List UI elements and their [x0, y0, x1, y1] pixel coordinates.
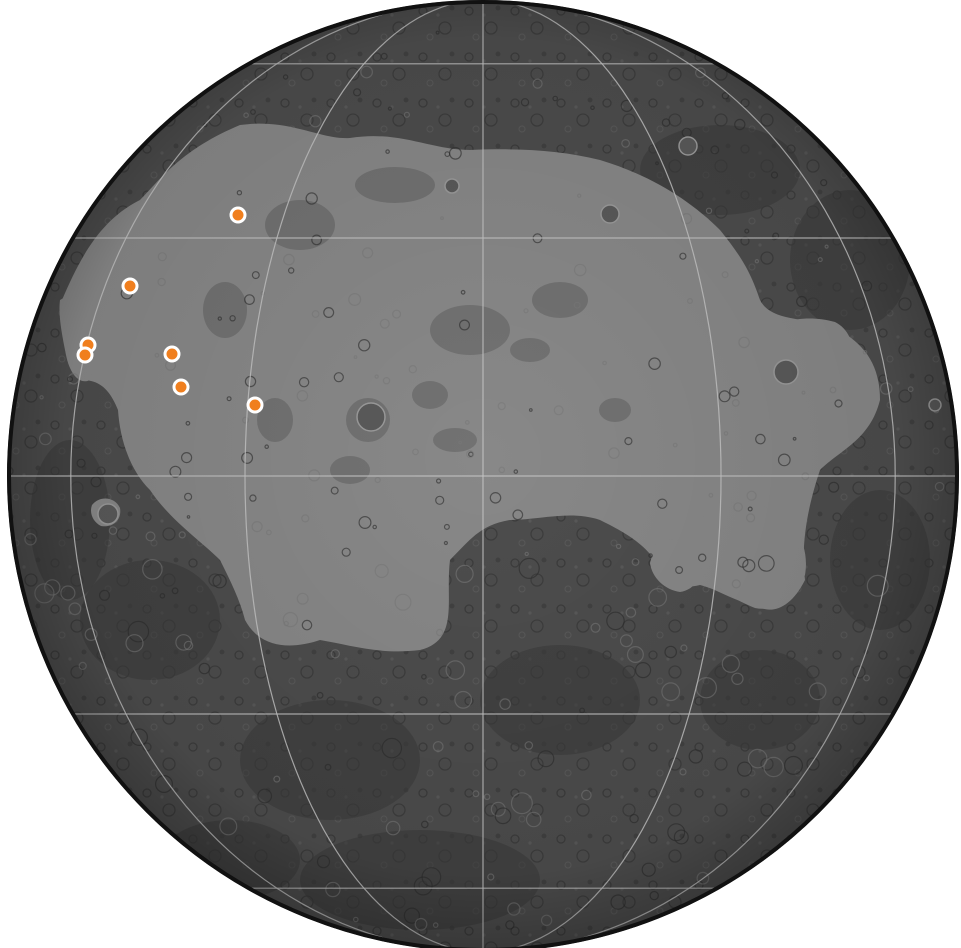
site-marker-6[interactable] [172, 378, 190, 396]
site-marker-4[interactable] [76, 346, 94, 364]
moon-limb [7, 0, 959, 948]
site-marker-2[interactable] [121, 277, 139, 295]
site-marker-7[interactable] [246, 396, 264, 414]
limb-shading [7, 0, 959, 948]
site-marker-5[interactable] [163, 345, 181, 363]
landing-sites[interactable] [76, 206, 264, 414]
site-marker-1[interactable] [229, 206, 247, 224]
